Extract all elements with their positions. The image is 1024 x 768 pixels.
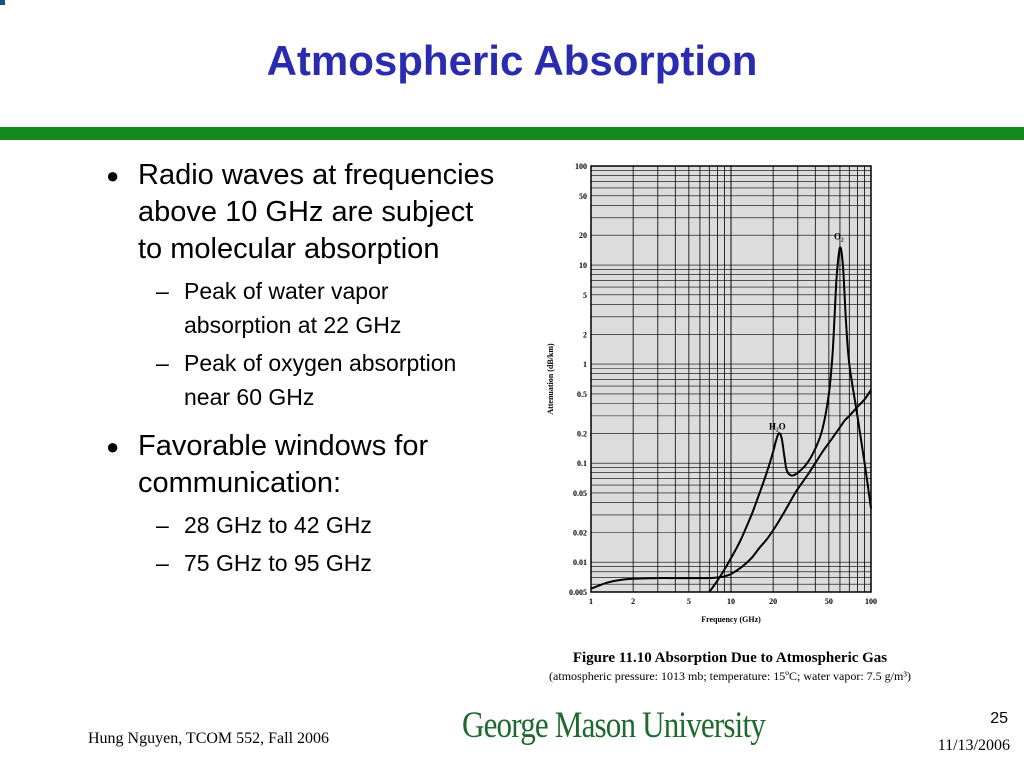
- x-tick-label: 2: [631, 597, 635, 606]
- sub-bullet-item: –28 GHz to 42 GHz: [100, 508, 484, 542]
- sub-bullet-item: – Peak of water vapor absorption at 22 GH…: [100, 274, 484, 342]
- y-tick-label: 0.5: [577, 390, 587, 399]
- slide-title: Atmospheric Absorption: [266, 37, 758, 84]
- x-tick-label: 1: [589, 597, 593, 606]
- sub-bullet-text: 75 GHz to 95 GHz: [184, 550, 372, 576]
- figure-subtitle: (atmospheric pressure: 1013 mb; temperat…: [549, 669, 911, 683]
- dash-icon: –: [156, 278, 169, 304]
- sub-bullet-item: – Peak of oxygen absorption near 60 GHz: [100, 346, 484, 414]
- bullet-list: ● Radio waves at frequencies above 10 GHz…: [100, 157, 500, 584]
- y-tick-label: 0.2: [577, 429, 587, 438]
- bullet-item: ● Favorable windows for communication:: [100, 428, 500, 502]
- sub-bullet-text: Peak of water vapor absorption at 22 GHz: [184, 278, 402, 338]
- bullet-text: Radio waves at frequencies above 10 GHz …: [138, 159, 495, 265]
- x-tick-label: 5: [687, 597, 691, 606]
- y-tick-label: 5: [583, 291, 587, 300]
- university-logo: George Mason University: [462, 705, 766, 746]
- figure-caption: Figure 11.10 Absorption Due to Atmospher…: [520, 648, 940, 684]
- y-tick-label: 0.02: [573, 528, 587, 537]
- bullet-dot-icon: ●: [106, 434, 120, 459]
- bullet-dot-icon: ●: [106, 163, 120, 188]
- figure-title: Figure 11.10 Absorption Due to Atmospher…: [572, 650, 888, 666]
- x-axis-label: Frequency (GHz): [701, 615, 761, 624]
- dash-icon: –: [156, 550, 169, 576]
- y-axis-label: Attenuation (dB/km): [546, 343, 555, 415]
- page-number: 25: [990, 710, 1008, 727]
- y-tick-label: 0.1: [577, 459, 587, 468]
- y-tick-label: 0.005: [569, 588, 587, 597]
- y-tick-label: 100: [575, 162, 587, 171]
- sub-bullet-text: Peak of oxygen absorption near 60 GHz: [184, 350, 457, 410]
- y-tick-label: 0.05: [573, 489, 587, 498]
- series-annotation: O₂: [834, 232, 844, 242]
- y-tick-label: 20: [579, 231, 587, 240]
- corner-mark: [0, 0, 5, 5]
- x-tick-label: 50: [825, 597, 833, 606]
- series-line: [708, 246, 872, 593]
- series-annotation: H₂O: [769, 421, 786, 431]
- bullet-text: Favorable windows for communication:: [138, 430, 429, 499]
- absorption-chart: 1 2 5 10 20 50 100 0.005 0.01 0.02 0.05 0.1 0.2 0.5 1 2…: [546, 162, 877, 624]
- y-tick-label: 0.01: [573, 558, 587, 567]
- bullet-item: ● Radio waves at frequencies above 10 GHz…: [100, 157, 500, 268]
- y-tick-label: 10: [579, 261, 587, 270]
- dash-icon: –: [156, 350, 169, 376]
- y-tick-label: 50: [579, 192, 587, 201]
- title-rule: [0, 127, 1024, 140]
- footer-date: 11/13/2006: [937, 737, 1010, 754]
- x-tick-label: 10: [727, 597, 735, 606]
- sub-bullet-text: 28 GHz to 42 GHz: [184, 512, 372, 538]
- plot-border: [590, 165, 872, 593]
- x-tick-label: 20: [769, 597, 777, 606]
- dash-icon: –: [156, 512, 169, 538]
- series-line: [590, 389, 872, 590]
- grid-lines: [590, 165, 872, 593]
- x-tick-label: 100: [865, 597, 877, 606]
- footer-author: Hung Nguyen, TCOM 552, Fall 2006: [88, 730, 330, 747]
- y-tick-label: 1: [583, 360, 587, 369]
- sub-bullet-item: –75 GHz to 95 GHz: [100, 546, 484, 580]
- y-tick-label: 2: [583, 330, 587, 339]
